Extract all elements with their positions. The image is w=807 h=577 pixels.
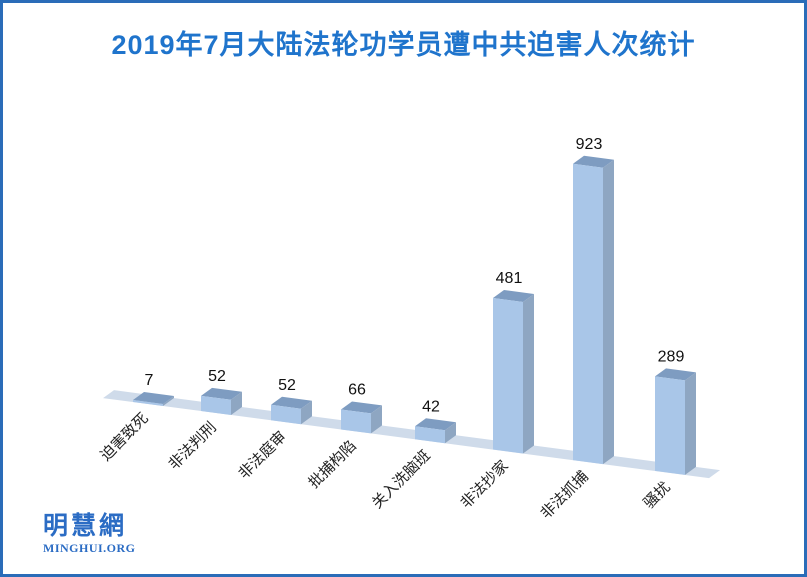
- bar-front-1: [201, 395, 231, 415]
- bar-side-0: [163, 396, 174, 406]
- logo-cjk-text: 明慧網: [43, 512, 128, 540]
- bar-side-3: [371, 405, 382, 434]
- bar-front-2: [271, 404, 301, 425]
- bar-top-4: [415, 418, 456, 431]
- bar-top-0: [133, 392, 174, 404]
- bar-front-4: [415, 426, 445, 444]
- bar-top-1: [201, 387, 242, 400]
- chart-floor: [103, 390, 720, 479]
- category-label-2: 非法庭审: [235, 428, 289, 482]
- bar-top-3: [341, 401, 382, 414]
- logo-latin-text: MINGHUI.ORG: [43, 541, 136, 555]
- bar-top-2: [271, 396, 312, 409]
- bar-front-0: [133, 400, 163, 406]
- bar-side-5: [523, 294, 534, 454]
- category-label-0: 迫害致死: [97, 410, 151, 464]
- category-label-7: 骚扰: [641, 479, 674, 512]
- category-label-1: 非法判刑: [165, 419, 219, 473]
- bar-top-5: [493, 290, 534, 302]
- value-label-7: 289: [658, 348, 685, 365]
- bar-side-2: [301, 400, 312, 425]
- value-label-1: 52: [208, 368, 226, 385]
- bar-top-7: [655, 368, 696, 381]
- category-label-3: 批捕构陷: [305, 437, 359, 491]
- value-label-4: 42: [422, 398, 440, 415]
- bar-front-7: [655, 376, 685, 475]
- category-label-6: 非法抓捕: [537, 468, 591, 522]
- value-label-0: 7: [145, 372, 154, 389]
- value-label-5: 481: [496, 270, 523, 287]
- value-label-3: 66: [348, 381, 366, 398]
- bar-front-5: [493, 298, 523, 454]
- bar-side-1: [231, 391, 242, 415]
- bar-chart-3d: 7 迫害致死 52 非法判刑 52 非法庭审 66 批捕构陷 42 关入洗脑班 481 非法抄家 923…: [97, 136, 720, 522]
- minghui-logo: 明慧網 MINGHUI.ORG: [43, 513, 136, 556]
- category-label-5: 非法抄家: [457, 457, 511, 511]
- bar-side-4: [445, 422, 456, 444]
- bar-front-6: [573, 163, 603, 465]
- value-label-6: 923: [576, 136, 603, 153]
- chart-title: 2019年7月大陆法轮功学员遭中共迫害人次统计: [111, 30, 696, 60]
- bar-top-6: [573, 155, 614, 168]
- bar-front-3: [341, 409, 371, 434]
- value-label-2: 52: [278, 377, 296, 394]
- category-label-4: 关入洗脑班: [369, 447, 434, 512]
- bar-side-7: [685, 372, 696, 475]
- bar-side-6: [603, 159, 614, 465]
